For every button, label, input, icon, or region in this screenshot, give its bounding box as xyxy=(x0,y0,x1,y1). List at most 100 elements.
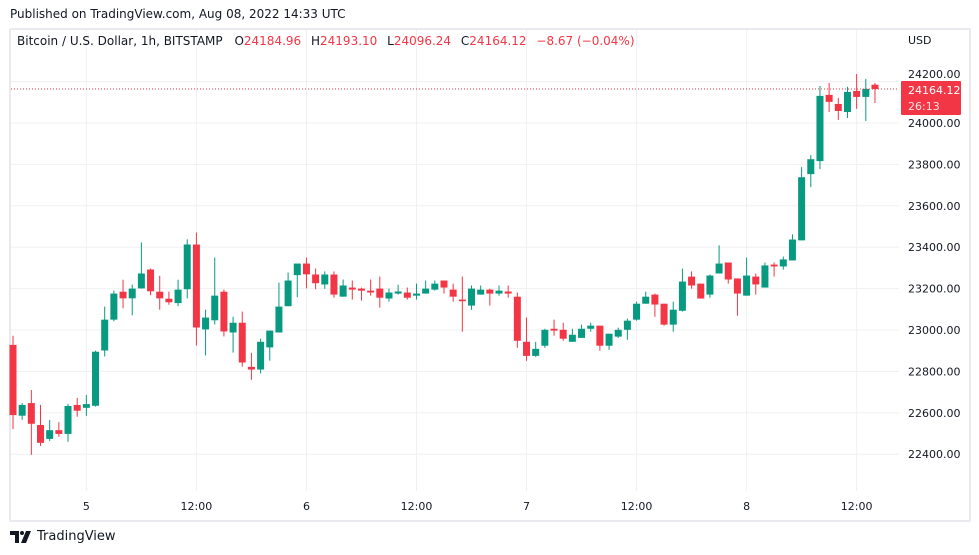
candle-body xyxy=(843,91,851,113)
candle-body xyxy=(183,244,191,290)
candle-down xyxy=(660,303,668,326)
candle-body xyxy=(834,103,842,111)
candle-down xyxy=(733,278,741,316)
candle-body xyxy=(825,94,833,102)
candle-up xyxy=(321,271,329,289)
candle-up xyxy=(761,262,769,288)
chart-frame xyxy=(9,28,971,522)
time-tick-label: 12:00 xyxy=(181,500,213,513)
candle-down xyxy=(9,335,17,430)
price-tick-label: 23400.00 xyxy=(908,241,961,254)
candle-down xyxy=(238,311,246,367)
candle-body xyxy=(330,274,338,295)
candle-up xyxy=(468,285,475,310)
candle-body xyxy=(220,291,228,332)
candle-up xyxy=(816,85,824,170)
candle-down xyxy=(376,276,384,308)
candle-body xyxy=(348,287,356,290)
candle-body xyxy=(504,291,512,294)
candle-up xyxy=(807,155,815,188)
change-value: −8.67 (−0.04%) xyxy=(536,34,635,48)
candle-body xyxy=(266,330,274,348)
last-price-box xyxy=(901,81,961,116)
candle-body xyxy=(211,295,219,321)
candle-up xyxy=(46,420,54,441)
candle-body xyxy=(587,325,595,329)
candle-up xyxy=(257,338,265,374)
candle-body xyxy=(422,288,430,294)
candle-body xyxy=(229,322,237,333)
candle-body xyxy=(147,269,155,292)
price-tick-label: 22800.00 xyxy=(908,365,961,378)
candle-down xyxy=(330,271,338,298)
candle-up xyxy=(614,327,622,338)
candle-down xyxy=(220,289,228,337)
candle-body xyxy=(37,425,45,443)
candle-down xyxy=(486,288,494,306)
candle-body xyxy=(458,299,466,302)
candle-down xyxy=(37,404,45,446)
candle-body xyxy=(862,88,870,97)
tradingview-logo[interactable]: TradingView xyxy=(10,529,116,544)
candle-body xyxy=(715,263,723,274)
time-tick-label: 12:00 xyxy=(841,500,873,513)
candle-body xyxy=(623,320,631,330)
currency-label[interactable]: USD xyxy=(908,34,932,47)
candle-down xyxy=(192,232,200,346)
candle-body xyxy=(761,265,769,288)
high-label: H xyxy=(311,34,321,48)
candle-up xyxy=(137,242,145,289)
candle-up xyxy=(568,328,576,342)
candle-body xyxy=(128,288,136,299)
candle-body xyxy=(697,283,705,299)
price-tick-label: 22600.00 xyxy=(908,407,961,420)
candle-down xyxy=(27,390,35,455)
close-value: 24164.12 xyxy=(469,34,527,48)
candle-down xyxy=(596,325,604,351)
candle-down xyxy=(357,287,365,301)
candle-down xyxy=(853,73,861,109)
candle-body xyxy=(46,430,54,439)
candle-up xyxy=(275,282,283,333)
candle-down xyxy=(147,268,155,296)
candle-body xyxy=(119,291,127,299)
candle-body xyxy=(752,276,760,285)
candle-down xyxy=(688,271,696,289)
symbol-title[interactable]: Bitcoin / U.S. Dollar, 1h, BITSTAMP xyxy=(17,34,223,48)
time-tick-label: 8 xyxy=(743,500,750,513)
candle-body xyxy=(596,325,604,346)
time-tick-label: 12:00 xyxy=(621,500,653,513)
candle-down xyxy=(559,322,567,341)
low-value: 24096.24 xyxy=(393,34,452,48)
candle-body xyxy=(605,333,613,346)
candle-down xyxy=(825,82,833,113)
candle-up xyxy=(587,322,595,332)
candle-body xyxy=(495,290,503,294)
open-value: 24184.96 xyxy=(243,34,302,48)
candle-up xyxy=(82,394,90,416)
candle-body xyxy=(156,291,164,299)
candle-body xyxy=(293,263,301,276)
ohlc-legend: Bitcoin / U.S. Dollar, 1h, BITSTAMP O241… xyxy=(17,34,641,48)
candle-body xyxy=(449,289,457,297)
price-tick-label: 24200.00 xyxy=(908,68,961,81)
grid xyxy=(11,30,899,491)
candles xyxy=(9,73,879,455)
candle-up xyxy=(541,328,549,348)
candle-body xyxy=(403,292,411,298)
candle-body xyxy=(642,296,650,304)
candle-body xyxy=(9,344,17,416)
candle-down xyxy=(550,319,558,336)
time-tick-label: 12:00 xyxy=(401,500,433,513)
candle-down xyxy=(367,279,375,296)
candle-up xyxy=(339,279,347,297)
candle-body xyxy=(816,95,824,162)
candle-up xyxy=(64,403,72,442)
candle-body xyxy=(18,404,26,416)
candle-up xyxy=(202,309,210,356)
candle-body xyxy=(651,294,659,305)
candle-up xyxy=(431,280,439,291)
candle-body xyxy=(431,283,439,290)
candle-down xyxy=(440,280,448,294)
